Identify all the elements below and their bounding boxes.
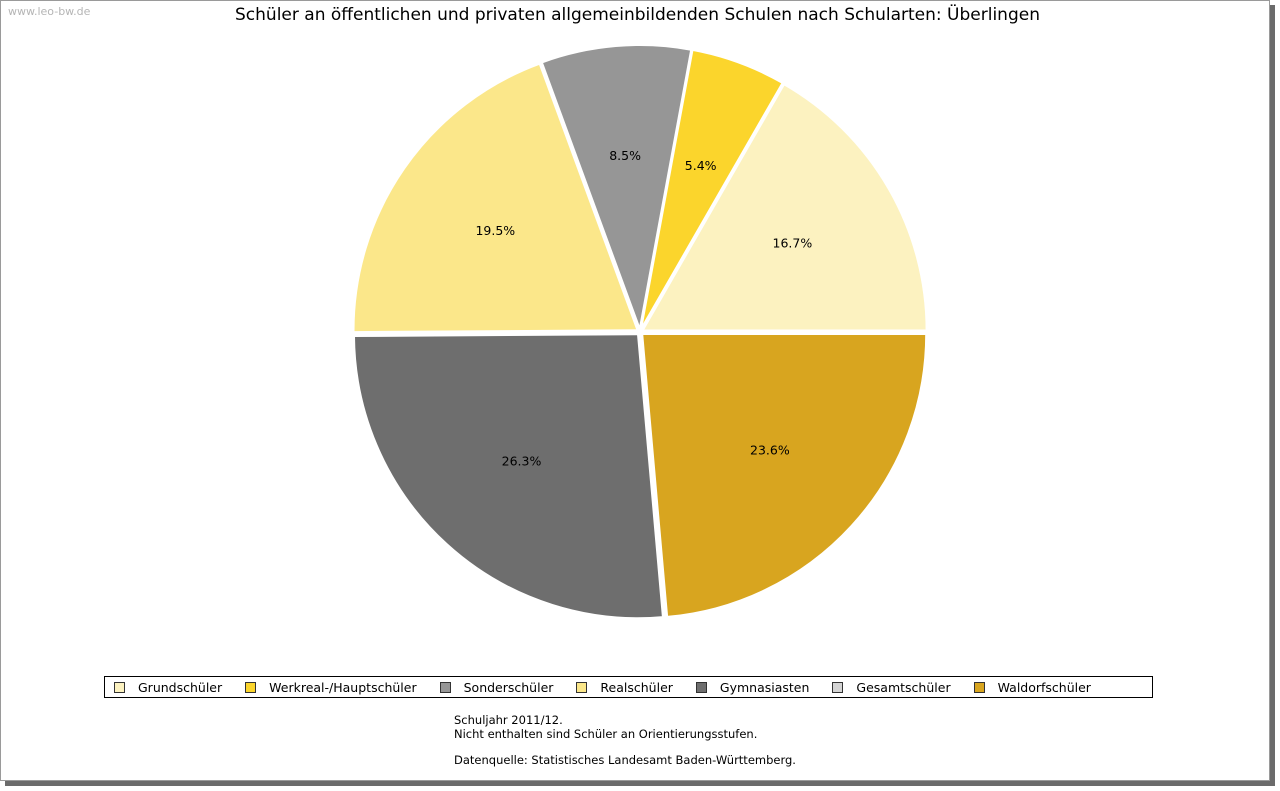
legend-label: Gymnasiasten [719, 679, 810, 695]
legend-label: Sonderschüler [463, 679, 554, 695]
slice-label-grundsch-ler: 16.7% [773, 235, 813, 250]
slice-label-waldorfsch-ler: 23.6% [750, 442, 790, 457]
legend-label: Werkreal-/Hauptschüler [269, 679, 417, 695]
pie-slice-sondersch-ler [540, 44, 693, 333]
legend-swatch [114, 681, 125, 693]
legend-item-gymnasiasten: Gymnasiasten [695, 679, 810, 695]
chart-title: Schüler an öffentlichen und privaten all… [235, 5, 1040, 25]
legend-swatch [245, 681, 257, 693]
legend: Grundschüler Werkreal-/Hauptschüler Sonder… [104, 676, 1153, 698]
legend-item-grundsch-ler: Grundschüler [114, 680, 222, 695]
legend-label: Grundschüler [138, 679, 223, 695]
slice-label-realsch-ler: 19.5% [475, 223, 515, 238]
legend-item-gesamtsch-ler: Gesamtschüler [832, 679, 951, 695]
pie-slice-waldorfsch-ler [641, 333, 928, 619]
legend-swatch [695, 681, 707, 693]
legend-swatch [439, 681, 451, 693]
legend-label: Gesamtschüler [856, 679, 951, 695]
legend-label: Realschüler [600, 679, 673, 695]
watermark: www.leo-bw.de [8, 5, 91, 18]
slice-label-sondersch-ler: 8.5% [609, 148, 641, 163]
note-exclusion: Nicht enthalten sind Schüler an Orientie… [454, 727, 758, 741]
pie-slice-realsch-ler [352, 62, 639, 334]
legend-item-werkreal-hauptsch-ler: Werkreal-/Hauptschüler [245, 679, 417, 695]
legend-swatch [973, 681, 985, 693]
legend-swatch [576, 681, 588, 693]
legend-label: Waldorfschüler [997, 679, 1091, 695]
pie-slice-gymnasiasten [352, 333, 665, 620]
slice-label-gymnasiasten: 26.3% [502, 454, 542, 469]
footnotes: Schuljahr 2011/12. Nicht enthalten sind … [454, 713, 796, 767]
slice-label-werkreal-hauptsch-ler: 5.4% [685, 158, 717, 173]
note-school-year: Schuljahr 2011/12. [454, 713, 563, 727]
pie-slice-grundsch-ler [640, 82, 928, 332]
legend-item-waldorfsch-ler: Waldorfschüler [973, 679, 1091, 695]
legend-item-sondersch-ler: Sonderschüler [439, 679, 554, 695]
legend-item-realsch-ler: Realschüler [576, 679, 673, 695]
note-source: Datenquelle: Statistisches Landesamt Bad… [454, 753, 796, 767]
legend-swatch [832, 681, 844, 693]
pie-chart: 16.7%5.4%8.5%19.5%26.3%0.0%23.6% [352, 44, 928, 620]
pie-slice-werkreal-hauptsch-ler [640, 48, 784, 330]
